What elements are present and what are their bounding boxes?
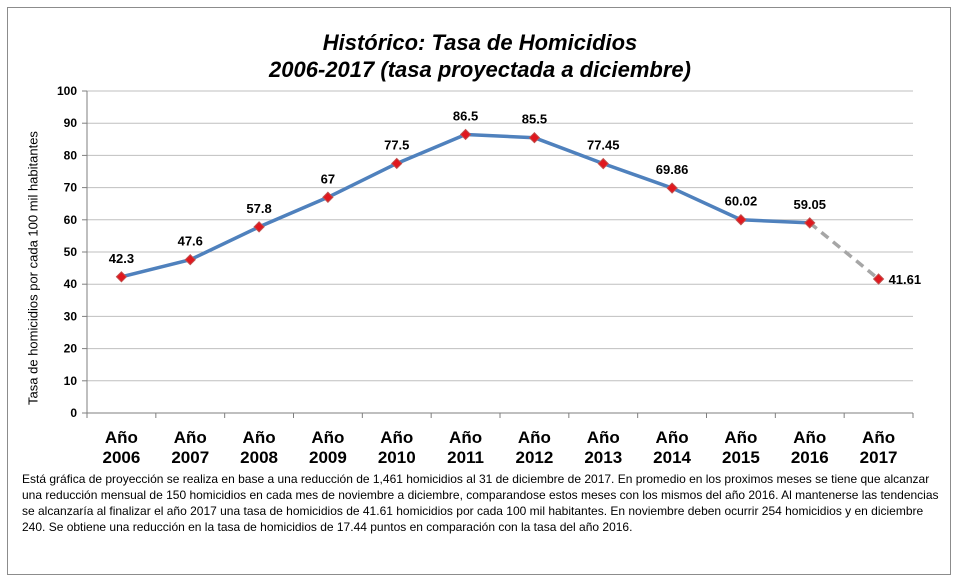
x-tick-label-line2: 2016 bbox=[791, 448, 829, 467]
x-tick-label-line2: 2013 bbox=[584, 448, 622, 467]
data-point-marker bbox=[184, 254, 196, 266]
data-point-marker bbox=[322, 191, 334, 203]
footnote-text: Está gráfica de proyección se realiza en… bbox=[22, 472, 939, 534]
x-tick-label-line1: Año bbox=[793, 428, 826, 447]
x-tick-label-line1: Año bbox=[174, 428, 207, 447]
y-tick-label: 10 bbox=[64, 374, 78, 388]
y-tick-label: 50 bbox=[64, 245, 78, 259]
x-tick-label-line1: Año bbox=[656, 428, 689, 447]
x-tick-label-line1: Año bbox=[724, 428, 757, 447]
data-label: 42.3 bbox=[109, 251, 134, 266]
data-point-marker bbox=[666, 182, 678, 194]
x-tick-label-line2: 2009 bbox=[309, 448, 347, 467]
data-point-marker bbox=[597, 157, 609, 170]
y-tick-label: 80 bbox=[64, 148, 78, 162]
data-point-marker bbox=[804, 217, 816, 229]
y-tick-label: 30 bbox=[64, 309, 78, 323]
x-tick-label-line2: 2011 bbox=[447, 448, 484, 467]
x-tick-label-line2: 2006 bbox=[103, 448, 141, 467]
chart-frame bbox=[7, 7, 951, 575]
x-tick-label-line1: Año bbox=[862, 428, 895, 447]
data-label: 47.6 bbox=[178, 234, 203, 249]
data-label: 69.86 bbox=[656, 162, 689, 177]
data-point-marker bbox=[253, 221, 265, 233]
x-tick-label-line2: 2008 bbox=[240, 448, 278, 467]
x-tick-label-line1: Año bbox=[311, 428, 344, 447]
x-tick-label-line2: 2015 bbox=[722, 448, 760, 467]
x-tick-label-line1: Año bbox=[243, 428, 276, 447]
data-point-marker bbox=[528, 131, 541, 144]
chart-subtitle: 2006-2017 (tasa proyectada a diciembre) bbox=[269, 57, 691, 82]
x-tick-label-line2: 2010 bbox=[378, 448, 416, 467]
data-label: 59.05 bbox=[793, 197, 826, 212]
x-tick-label-line1: Año bbox=[380, 428, 413, 447]
line-chart: 0102030405060708090100Año2006Año2007Año2… bbox=[57, 84, 922, 467]
data-label: 77.5 bbox=[384, 137, 409, 152]
y-tick-label: 90 bbox=[64, 116, 78, 130]
x-tick-label-line1: Año bbox=[587, 428, 620, 447]
data-point-marker bbox=[459, 128, 472, 141]
y-tick-label: 60 bbox=[64, 213, 78, 227]
data-label: 60.02 bbox=[725, 194, 758, 209]
data-label: 85.5 bbox=[522, 112, 547, 127]
x-tick-label-line1: Año bbox=[449, 428, 482, 447]
series-line-projected bbox=[808, 221, 880, 281]
x-tick-label-line1: Año bbox=[518, 428, 551, 447]
data-point-marker bbox=[391, 157, 403, 170]
data-label: 67 bbox=[321, 171, 335, 186]
y-tick-label: 40 bbox=[64, 277, 78, 291]
x-tick-label-line2: 2007 bbox=[171, 448, 209, 467]
x-tick-label-line2: 2012 bbox=[516, 448, 554, 467]
chart-title: Histórico: Tasa de Homicidios bbox=[322, 30, 638, 55]
data-point-marker bbox=[115, 271, 128, 283]
x-tick-label-line1: Año bbox=[105, 428, 138, 447]
x-tick-label-line2: 2017 bbox=[860, 448, 898, 467]
y-tick-label: 0 bbox=[70, 406, 77, 420]
y-tick-label: 20 bbox=[64, 342, 78, 356]
y-tick-label: 70 bbox=[64, 181, 78, 195]
x-tick-label-line2: 2014 bbox=[653, 448, 691, 467]
data-label: 86.5 bbox=[453, 108, 478, 123]
data-label: 57.8 bbox=[246, 201, 271, 216]
data-point-marker bbox=[872, 273, 885, 285]
data-label: 41.61 bbox=[889, 272, 922, 287]
y-tick-label: 100 bbox=[57, 84, 77, 98]
data-point-marker bbox=[735, 214, 747, 226]
data-label: 77.45 bbox=[587, 138, 620, 153]
